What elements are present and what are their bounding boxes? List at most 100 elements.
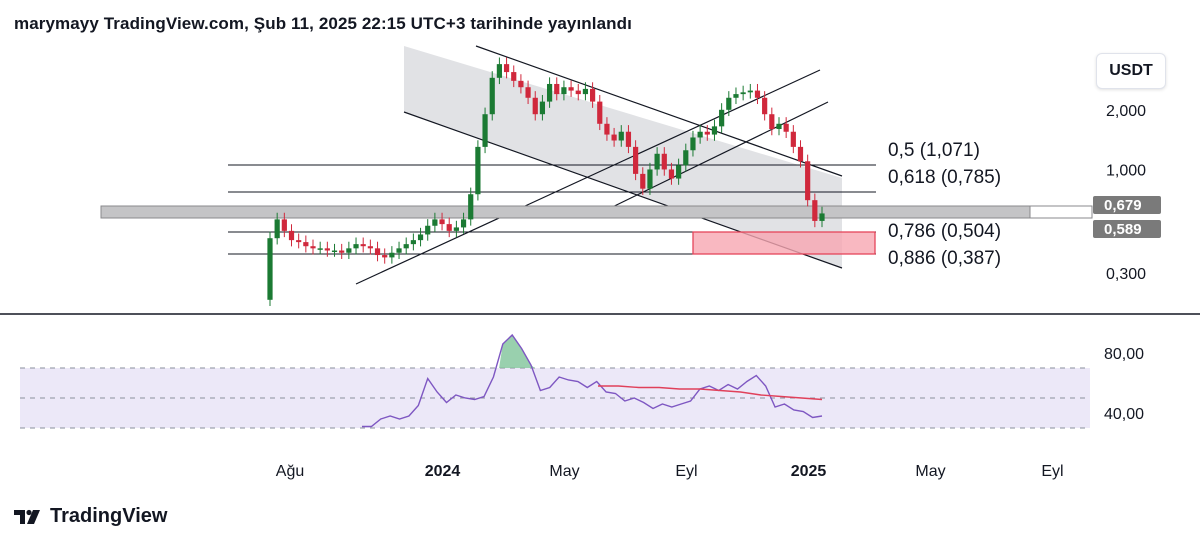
candle[interactable] xyxy=(382,255,388,258)
support-band[interactable] xyxy=(100,205,1031,219)
candle[interactable] xyxy=(267,238,273,300)
candle[interactable] xyxy=(640,173,646,189)
candle[interactable] xyxy=(625,131,632,147)
candle[interactable] xyxy=(618,131,624,141)
candle[interactable] xyxy=(503,64,510,73)
candle[interactable] xyxy=(310,246,316,249)
candle[interactable] xyxy=(453,227,459,231)
candle[interactable] xyxy=(819,213,825,221)
candle[interactable] xyxy=(582,88,589,95)
candle[interactable] xyxy=(518,80,524,88)
candle[interactable] xyxy=(532,97,538,115)
header-separator: , xyxy=(244,14,254,33)
candle[interactable] xyxy=(812,200,818,221)
candle[interactable] xyxy=(776,123,782,130)
rsi-pane xyxy=(20,333,1090,429)
candle[interactable] xyxy=(719,109,725,127)
candle[interactable] xyxy=(697,131,703,138)
candle[interactable] xyxy=(417,234,424,241)
price-pane: 0,5 (1,071) 0,618 (0,785) 0,786 (0,504) 0,8… xyxy=(100,45,1031,307)
candle[interactable] xyxy=(690,137,696,151)
publisher-name[interactable]: marymayy xyxy=(14,14,99,33)
rsi-ma-line[interactable] xyxy=(598,385,823,401)
candle[interactable] xyxy=(353,244,359,249)
candle[interactable] xyxy=(704,131,710,135)
candle[interactable] xyxy=(654,153,660,170)
candle[interactable] xyxy=(331,250,338,253)
ascending-channel-lower-line[interactable] xyxy=(597,101,829,215)
tradingview-brand[interactable]: TradingView xyxy=(14,505,167,528)
axes: 2,000 1,000 0,300 0,679 0,589 80,00 40,00 Ağu 20… xyxy=(0,103,1200,480)
candle[interactable] xyxy=(740,92,746,95)
candle[interactable] xyxy=(346,248,352,253)
fib-level-label: 0,5 (1,071) xyxy=(888,140,980,161)
candle[interactable] xyxy=(604,123,610,135)
ascending-channel-upper-line[interactable] xyxy=(355,69,821,285)
candle[interactable] xyxy=(668,169,675,179)
candle[interactable] xyxy=(482,114,488,147)
demand-zone[interactable] xyxy=(692,231,876,255)
descending-channel-upper-line[interactable] xyxy=(475,45,843,177)
candle[interactable] xyxy=(496,64,503,78)
candle[interactable] xyxy=(475,146,481,195)
candle[interactable] xyxy=(711,126,718,135)
candle[interactable] xyxy=(726,97,732,110)
candle[interactable] xyxy=(432,219,438,226)
candle[interactable] xyxy=(683,150,689,166)
currency-unit-badge[interactable]: USDT xyxy=(1096,53,1166,89)
candle[interactable] xyxy=(324,248,330,251)
candle[interactable] xyxy=(460,219,467,228)
candle[interactable] xyxy=(747,90,753,93)
tradingview-wordmark: TradingView xyxy=(50,505,168,527)
publication-header: marymayy TradingView.com, Şub 11, 2025 2… xyxy=(14,14,632,34)
candle[interactable] xyxy=(783,123,789,132)
candle[interactable] xyxy=(546,83,553,102)
candle[interactable] xyxy=(611,134,617,141)
candle[interactable] xyxy=(439,219,445,225)
candle[interactable] xyxy=(489,77,495,115)
candle[interactable] xyxy=(303,242,309,247)
candle[interactable] xyxy=(296,240,302,243)
candle[interactable] xyxy=(568,87,574,91)
candle[interactable] xyxy=(661,153,667,170)
candle[interactable] xyxy=(554,83,560,95)
candle[interactable] xyxy=(539,101,546,115)
candle[interactable] xyxy=(511,72,517,81)
candle[interactable] xyxy=(647,169,653,189)
candle[interactable] xyxy=(589,88,596,102)
candle[interactable] xyxy=(446,224,452,231)
site-name[interactable]: TradingView.com xyxy=(103,14,245,33)
candle[interactable] xyxy=(410,240,416,245)
time-axis-tick-label: Eyl xyxy=(675,463,697,480)
candle[interactable] xyxy=(762,97,768,115)
candle[interactable] xyxy=(288,230,295,241)
rsi-line[interactable] xyxy=(362,333,823,428)
candle[interactable] xyxy=(274,219,280,239)
candle[interactable] xyxy=(374,248,381,256)
candle[interactable] xyxy=(561,87,567,95)
candle[interactable] xyxy=(389,252,395,258)
candle[interactable] xyxy=(790,131,796,147)
candle[interactable] xyxy=(525,87,531,98)
candle[interactable] xyxy=(396,248,402,253)
time-axis-tick-label: May xyxy=(549,463,579,480)
candle[interactable] xyxy=(676,165,682,179)
candle[interactable] xyxy=(425,225,431,235)
candle[interactable] xyxy=(360,244,366,247)
candle[interactable] xyxy=(281,219,287,231)
candle[interactable] xyxy=(317,248,323,250)
candle[interactable] xyxy=(733,94,739,98)
price-axis-tick-label: 2,000 xyxy=(1106,103,1146,120)
candle[interactable] xyxy=(797,146,804,162)
candle[interactable] xyxy=(468,194,474,220)
candle[interactable] xyxy=(403,244,409,249)
candle[interactable] xyxy=(805,161,811,201)
candle[interactable] xyxy=(769,114,775,130)
candle[interactable] xyxy=(597,101,603,124)
candle[interactable] xyxy=(367,246,373,249)
candle[interactable] xyxy=(339,250,345,253)
candle[interactable] xyxy=(754,90,761,98)
candle[interactable] xyxy=(575,90,581,95)
candle[interactable] xyxy=(633,146,639,174)
